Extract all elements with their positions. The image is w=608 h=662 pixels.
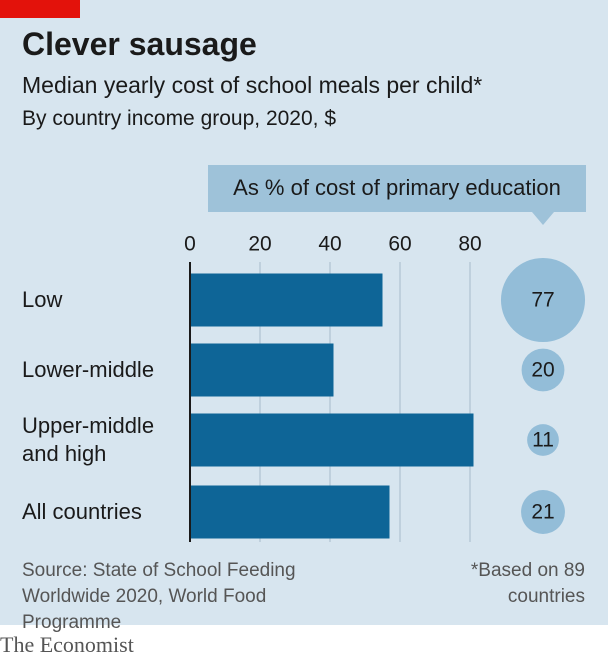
footnote: *Based on 89 countries — [470, 560, 585, 607]
bar — [190, 485, 390, 539]
bar — [190, 413, 474, 467]
bubble-value-label: 21 — [531, 501, 554, 524]
brand: The Economist — [0, 632, 134, 657]
chart-description: By country income group, 2020, $ — [22, 107, 337, 130]
x-tick-label: 40 — [318, 233, 341, 256]
bubble — [521, 348, 565, 392]
bar — [190, 273, 383, 327]
red-tag — [0, 0, 80, 18]
bar — [190, 343, 334, 397]
y-tick-label: Lower-middle — [22, 357, 155, 382]
chart-subtitle: Median yearly cost of school meals per c… — [22, 72, 483, 98]
x-tick-label: 60 — [388, 233, 411, 256]
bubble-label-pointer — [532, 212, 554, 225]
bubble — [527, 424, 559, 456]
bubble-value-label: 20 — [531, 359, 554, 382]
bubble — [521, 490, 565, 534]
chart: As % of cost of primary education 0 20 40 6… — [184, 165, 586, 542]
x-tick-label: 20 — [248, 233, 271, 256]
source: Source: State of School Feeding Worldwid… — [22, 560, 296, 633]
bubble — [500, 257, 586, 343]
y-tick-label: All countries — [22, 499, 142, 524]
bubble-label: As % of cost of primary education — [233, 175, 561, 200]
x-tick-label: 80 — [458, 233, 481, 256]
bubble-value-label: 77 — [531, 289, 554, 312]
x-tick-label: 0 — [184, 233, 196, 256]
chart-title: Clever sausage — [22, 26, 257, 62]
bubble-value-label: 11 — [532, 429, 554, 452]
y-tick-label: Upper-middle and high — [22, 413, 155, 466]
bubble-label-box — [208, 165, 586, 212]
y-tick-label: Low — [22, 287, 63, 312]
